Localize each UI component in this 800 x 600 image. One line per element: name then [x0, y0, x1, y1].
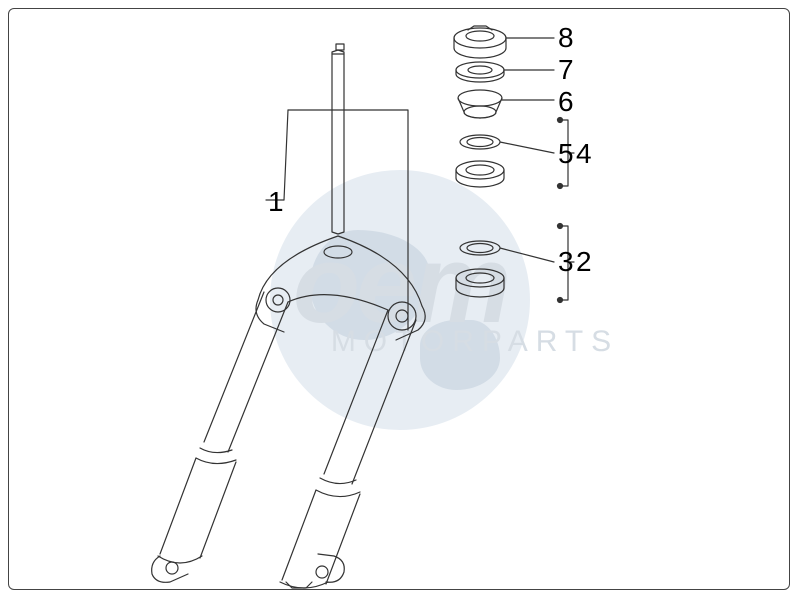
part-5 — [460, 135, 500, 149]
callout-8: 8 — [558, 22, 574, 54]
callout-5: 5 — [558, 138, 574, 170]
parts-diagram — [0, 0, 800, 600]
callout-6: 6 — [558, 86, 574, 118]
part-2-lower-cup — [456, 269, 504, 297]
part-6 — [458, 90, 502, 118]
diagram-canvas: oem MOTORPARTS — [0, 0, 800, 600]
callout-7: 7 — [558, 54, 574, 86]
callout-2: 2 — [576, 246, 592, 278]
callout-3: 3 — [558, 246, 574, 278]
part-4-lower-cup — [456, 161, 504, 187]
part-3 — [460, 241, 500, 255]
part-8 — [454, 26, 506, 58]
callout-4: 4 — [576, 138, 592, 170]
part-1-fork — [152, 44, 426, 588]
part-7 — [456, 62, 504, 82]
callout-1: 1 — [268, 186, 284, 218]
